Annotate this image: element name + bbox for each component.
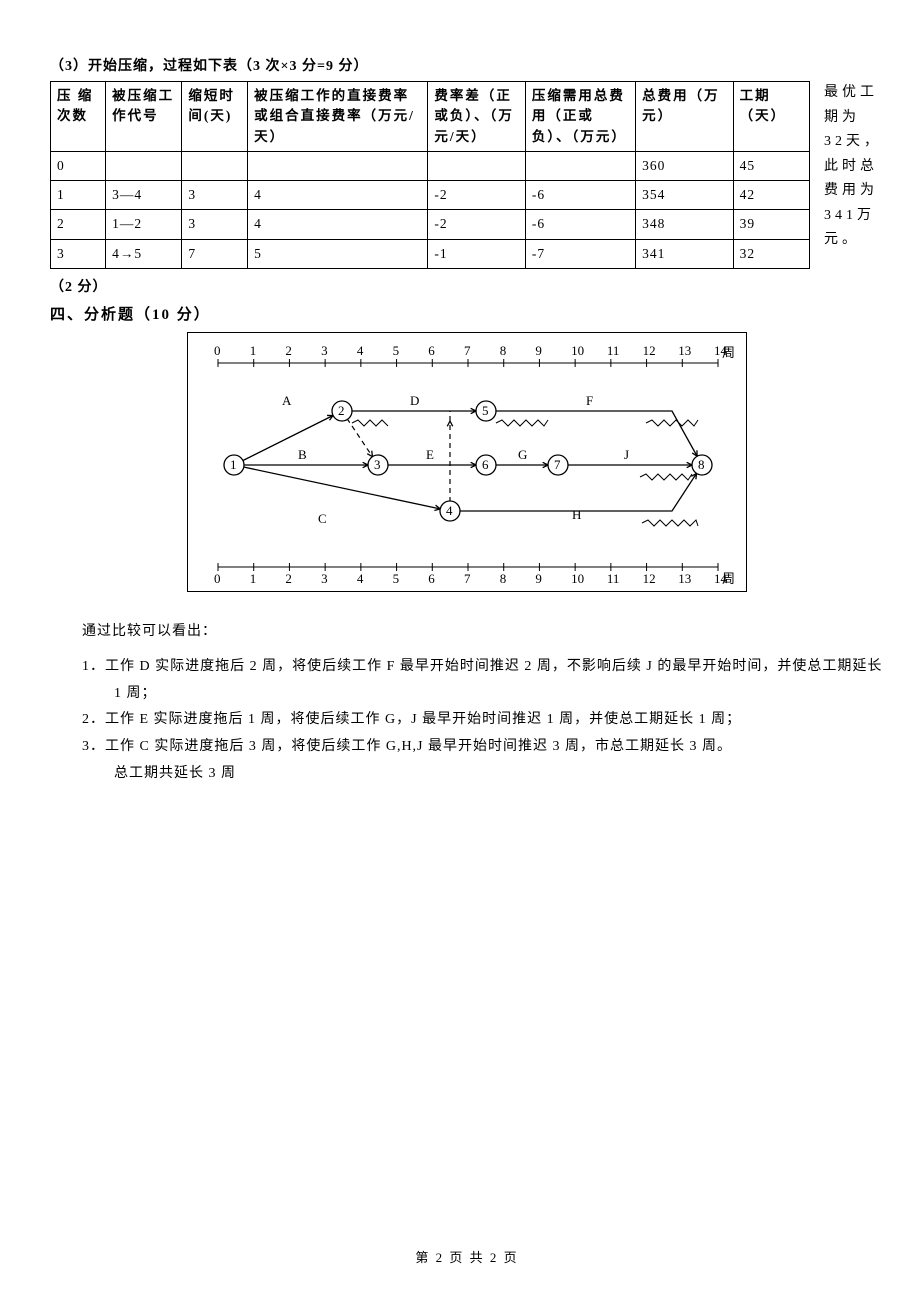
svg-text:9: 9 — [535, 343, 542, 358]
page-footer: 第 2 页 共 2 页 — [50, 1247, 884, 1266]
svg-text:2: 2 — [285, 571, 292, 586]
svg-text:13: 13 — [678, 571, 691, 586]
side-note: 最优工期为 32天，此时总费用为341万元。 — [824, 81, 884, 253]
svg-text:4: 4 — [446, 503, 453, 518]
list-item: 3．工作 C 实际进度拖后 3 周，将使后续工作 G,H,J 最早开始时间推迟 … — [82, 734, 884, 761]
svg-text:11: 11 — [607, 571, 620, 586]
svg-text:5: 5 — [393, 571, 400, 586]
svg-text:6: 6 — [428, 343, 435, 358]
svg-text:D: D — [410, 393, 419, 408]
svg-text:9: 9 — [535, 571, 542, 586]
svg-text:2: 2 — [338, 403, 345, 418]
section-4-title: 四、分析题（10 分） — [50, 303, 884, 324]
svg-text:13: 13 — [678, 343, 691, 358]
list-item: 1．工作 D 实际进度拖后 2 周，将使后续工作 F 最早开始时间推迟 2 周，… — [82, 654, 884, 707]
svg-text:12: 12 — [643, 343, 656, 358]
svg-text:3: 3 — [321, 343, 328, 358]
two-points-label: （2 分） — [50, 277, 884, 299]
list-item: 总工期共延长 3 周 — [114, 761, 884, 788]
table-row: 13—434-2-635442 — [51, 181, 810, 210]
svg-text:H: H — [572, 507, 581, 522]
svg-text:0: 0 — [214, 571, 221, 586]
table-header: 被压缩工作代号 — [106, 82, 182, 152]
table-header: 压 缩 次数 — [51, 82, 106, 152]
table-header: 总费用（万元） — [636, 82, 734, 152]
svg-text:E: E — [426, 447, 434, 462]
svg-text:11: 11 — [607, 343, 620, 358]
svg-text:5: 5 — [482, 403, 489, 418]
svg-text:G: G — [518, 447, 527, 462]
table-header: 费率差（正或负）、（万元/天） — [428, 82, 526, 152]
svg-text:10: 10 — [571, 571, 584, 586]
network-diagram: 01234567891011121314周0123456789101112131… — [187, 332, 747, 592]
svg-text:7: 7 — [464, 571, 471, 586]
svg-text:1: 1 — [230, 457, 237, 472]
table-header: 缩短时间(天) — [182, 82, 248, 152]
question-3-header: （3）开始压缩，过程如下表（3 次×3 分=9 分） — [50, 55, 884, 75]
svg-text:B: B — [298, 447, 307, 462]
svg-text:2: 2 — [285, 343, 292, 358]
svg-text:8: 8 — [500, 343, 507, 358]
table-row: 34→575-1-734132 — [51, 239, 810, 268]
svg-text:8: 8 — [500, 571, 507, 586]
analysis-intro: 通过比较可以看出： — [82, 620, 884, 640]
svg-text:C: C — [318, 511, 327, 526]
svg-text:6: 6 — [428, 571, 435, 586]
table-header: 工期（天） — [733, 82, 809, 152]
svg-text:4: 4 — [357, 571, 364, 586]
svg-text:4: 4 — [357, 343, 364, 358]
table-header: 被压缩工作的直接费率或组合直接费率（万元/天） — [248, 82, 428, 152]
svg-text:10: 10 — [571, 343, 584, 358]
svg-text:J: J — [624, 447, 629, 462]
table-row: 036045 — [51, 151, 810, 180]
svg-text:A: A — [282, 393, 292, 408]
svg-text:3: 3 — [321, 571, 328, 586]
table-row: 21—234-2-634839 — [51, 210, 810, 239]
compression-table: 压 缩 次数被压缩工作代号缩短时间(天)被压缩工作的直接费率或组合直接费率（万元… — [50, 81, 810, 269]
svg-text:周: 周 — [722, 345, 735, 360]
svg-text:0: 0 — [214, 343, 221, 358]
svg-text:8: 8 — [698, 457, 705, 472]
svg-text:1: 1 — [250, 571, 257, 586]
analysis-list: 1．工作 D 实际进度拖后 2 周，将使后续工作 F 最早开始时间推迟 2 周，… — [50, 654, 884, 787]
svg-text:7: 7 — [464, 343, 471, 358]
table-header: 压缩需用总费用（正或负）、（万元） — [525, 82, 635, 152]
list-item: 2．工作 E 实际进度拖后 1 周，将使后续工作 G，J 最早开始时间推迟 1 … — [82, 707, 884, 734]
svg-text:3: 3 — [374, 457, 381, 472]
svg-text:6: 6 — [482, 457, 489, 472]
svg-text:12: 12 — [643, 571, 656, 586]
svg-text:周: 周 — [722, 571, 735, 586]
svg-text:7: 7 — [554, 457, 561, 472]
svg-text:5: 5 — [393, 343, 400, 358]
svg-text:1: 1 — [250, 343, 257, 358]
svg-text:F: F — [586, 393, 593, 408]
